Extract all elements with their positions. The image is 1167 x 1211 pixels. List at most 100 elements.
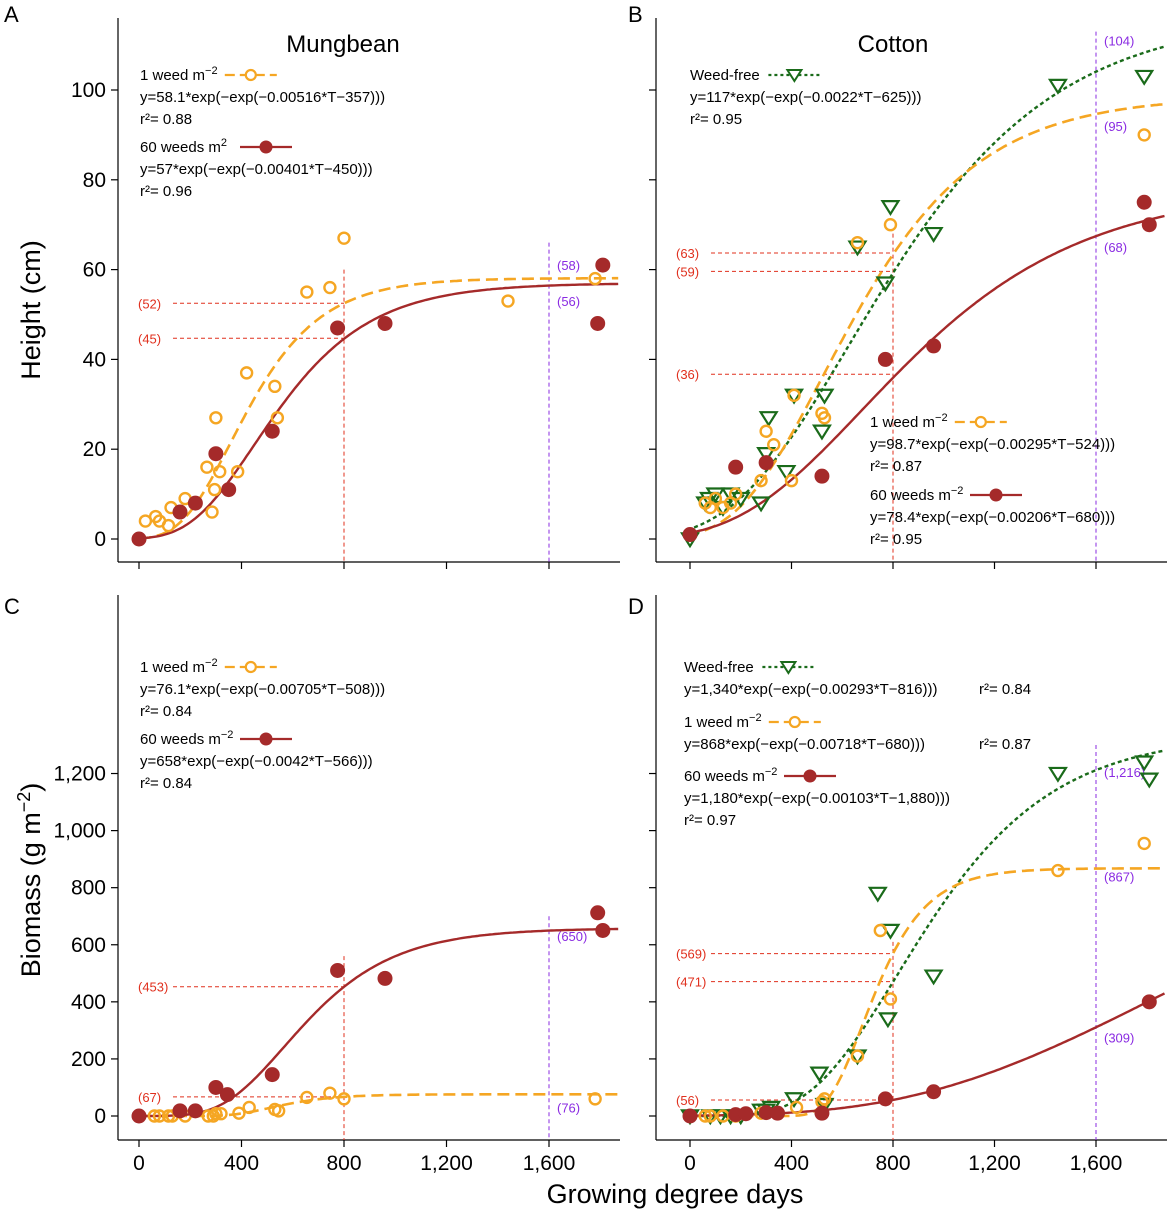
data-point — [221, 482, 237, 498]
legend: 1 weed m−2 y=58.1*exp(−exp(−0.00516*T−357… — [140, 65, 385, 200]
legend-equation: y=76.1*exp(−exp(−0.00705*T−508))) — [140, 681, 385, 698]
panel-title: Cotton — [858, 31, 929, 58]
data-point — [323, 280, 337, 295]
data-point — [323, 1086, 337, 1100]
data-point — [337, 1092, 351, 1106]
data-point — [751, 496, 772, 513]
ref-value-label: (45) — [138, 331, 161, 346]
panels: A Mungbean 0 20 40 60 80 100 (52) (45) (58) (56) 1 w… — [4, 2, 1167, 1175]
data-point — [264, 423, 280, 439]
data-point — [728, 487, 743, 501]
data-point — [873, 923, 888, 938]
data-point — [595, 922, 611, 938]
panel-d: D 0 400 800 1,200 1,600 (569) (471) (56) (1,216) (… — [628, 594, 1167, 1175]
data-point — [756, 446, 777, 463]
ref-value-label-1600: (68) — [1104, 240, 1127, 255]
x-tick-label: 1,200 — [420, 1152, 473, 1175]
y-tick-label: 40 — [83, 348, 106, 371]
data-point — [867, 886, 888, 903]
data-point — [208, 446, 224, 462]
legend-marker — [803, 769, 817, 783]
fit-curve — [687, 992, 1166, 1117]
data-point — [131, 1108, 147, 1124]
data-point — [883, 992, 898, 1006]
data-point — [682, 527, 698, 543]
y-tick-label: 400 — [71, 991, 106, 1014]
data-point — [214, 1107, 228, 1121]
data-point — [926, 1084, 942, 1100]
legend-equation: y=117*exp(−exp(−0.0022*T−625))) — [690, 89, 922, 106]
data-point — [330, 320, 346, 336]
x-tick-label: 1,600 — [1070, 1152, 1123, 1175]
data-point — [1134, 755, 1155, 772]
data-point — [187, 495, 203, 511]
ref-value-label-1600: (56) — [557, 294, 580, 309]
legend-r2: r²= 0.97 — [684, 812, 736, 829]
legend-r2: r²= 0.88 — [140, 111, 192, 128]
data-point — [767, 438, 781, 452]
data-point — [588, 271, 602, 286]
data-point — [1141, 994, 1157, 1010]
fit-curve — [687, 45, 1165, 531]
ref-value-label: (67) — [138, 1090, 161, 1105]
legend-marker — [259, 732, 273, 746]
data-point — [1137, 128, 1151, 142]
data-point — [219, 1087, 235, 1103]
ref-value-label-1600: (867) — [1104, 869, 1134, 884]
fit-curve — [139, 927, 619, 1118]
legend-marker — [244, 68, 257, 82]
data-point — [201, 1109, 215, 1123]
data-point — [377, 970, 393, 986]
data-point — [809, 1066, 830, 1083]
x-tick-label: 800 — [875, 1152, 910, 1175]
data-point — [161, 518, 176, 533]
x-axis-label: Growing degree days — [547, 1179, 804, 1209]
data-point — [187, 1103, 203, 1119]
legend-equation: y=58.1*exp(−exp(−0.00516*T−357))) — [140, 89, 385, 106]
legend-r2: r²= 0.96 — [140, 183, 192, 200]
data-point — [789, 1100, 804, 1115]
legend-marker — [779, 661, 798, 675]
legend-label: 1 weed m−2 — [140, 657, 218, 676]
data-point — [205, 505, 219, 519]
legend-marker — [785, 69, 804, 83]
x-tick-label: 0 — [684, 1152, 696, 1175]
data-point — [811, 424, 832, 441]
data-point — [1136, 194, 1152, 210]
legend-r2: r²= 0.87 — [979, 736, 1031, 753]
data-point — [152, 1109, 167, 1123]
y-axis-label-height: Height (cm) — [16, 240, 46, 380]
data-point — [784, 1092, 805, 1109]
data-point — [207, 482, 222, 497]
data-point — [817, 411, 832, 425]
legend-equation: y=98.7*exp(−exp(−0.00295*T−524))) — [870, 436, 1115, 453]
panel-b: BCotton(63)(59)(36)(104)(95)(68)Weed-fre… — [628, 2, 1167, 569]
ref-value-label-1600: (650) — [557, 929, 587, 944]
data-point — [300, 285, 314, 299]
legend-equation: y=1,180*exp(−exp(−0.00103*T−1,880))) — [684, 790, 950, 807]
panel-letter: D — [628, 594, 644, 619]
data-point — [850, 1049, 865, 1063]
data-point — [271, 1104, 286, 1118]
data-point — [147, 1109, 162, 1123]
x-tick-label: 400 — [224, 1152, 259, 1175]
data-point — [728, 459, 744, 475]
data-point — [590, 315, 606, 331]
data-point — [1139, 772, 1160, 789]
fit-curve — [687, 102, 1165, 537]
data-point — [787, 388, 801, 403]
x-tick-label: 1,600 — [523, 1152, 576, 1175]
data-point — [1047, 78, 1068, 95]
data-point — [703, 1109, 717, 1123]
data-point — [239, 366, 254, 380]
legend-r2: r²= 0.84 — [979, 681, 1031, 698]
y-axis-label-biomass-exp: −2 — [14, 792, 34, 813]
data-point — [776, 464, 797, 481]
data-point — [1047, 766, 1068, 783]
legend-marker — [259, 140, 273, 154]
data-point — [923, 226, 944, 243]
legend-label: Weed-free — [690, 67, 760, 84]
x-tick-label: 1,200 — [968, 1152, 1021, 1175]
legend-equation: y=868*exp(−exp(−0.00718*T−680))) — [684, 736, 925, 753]
